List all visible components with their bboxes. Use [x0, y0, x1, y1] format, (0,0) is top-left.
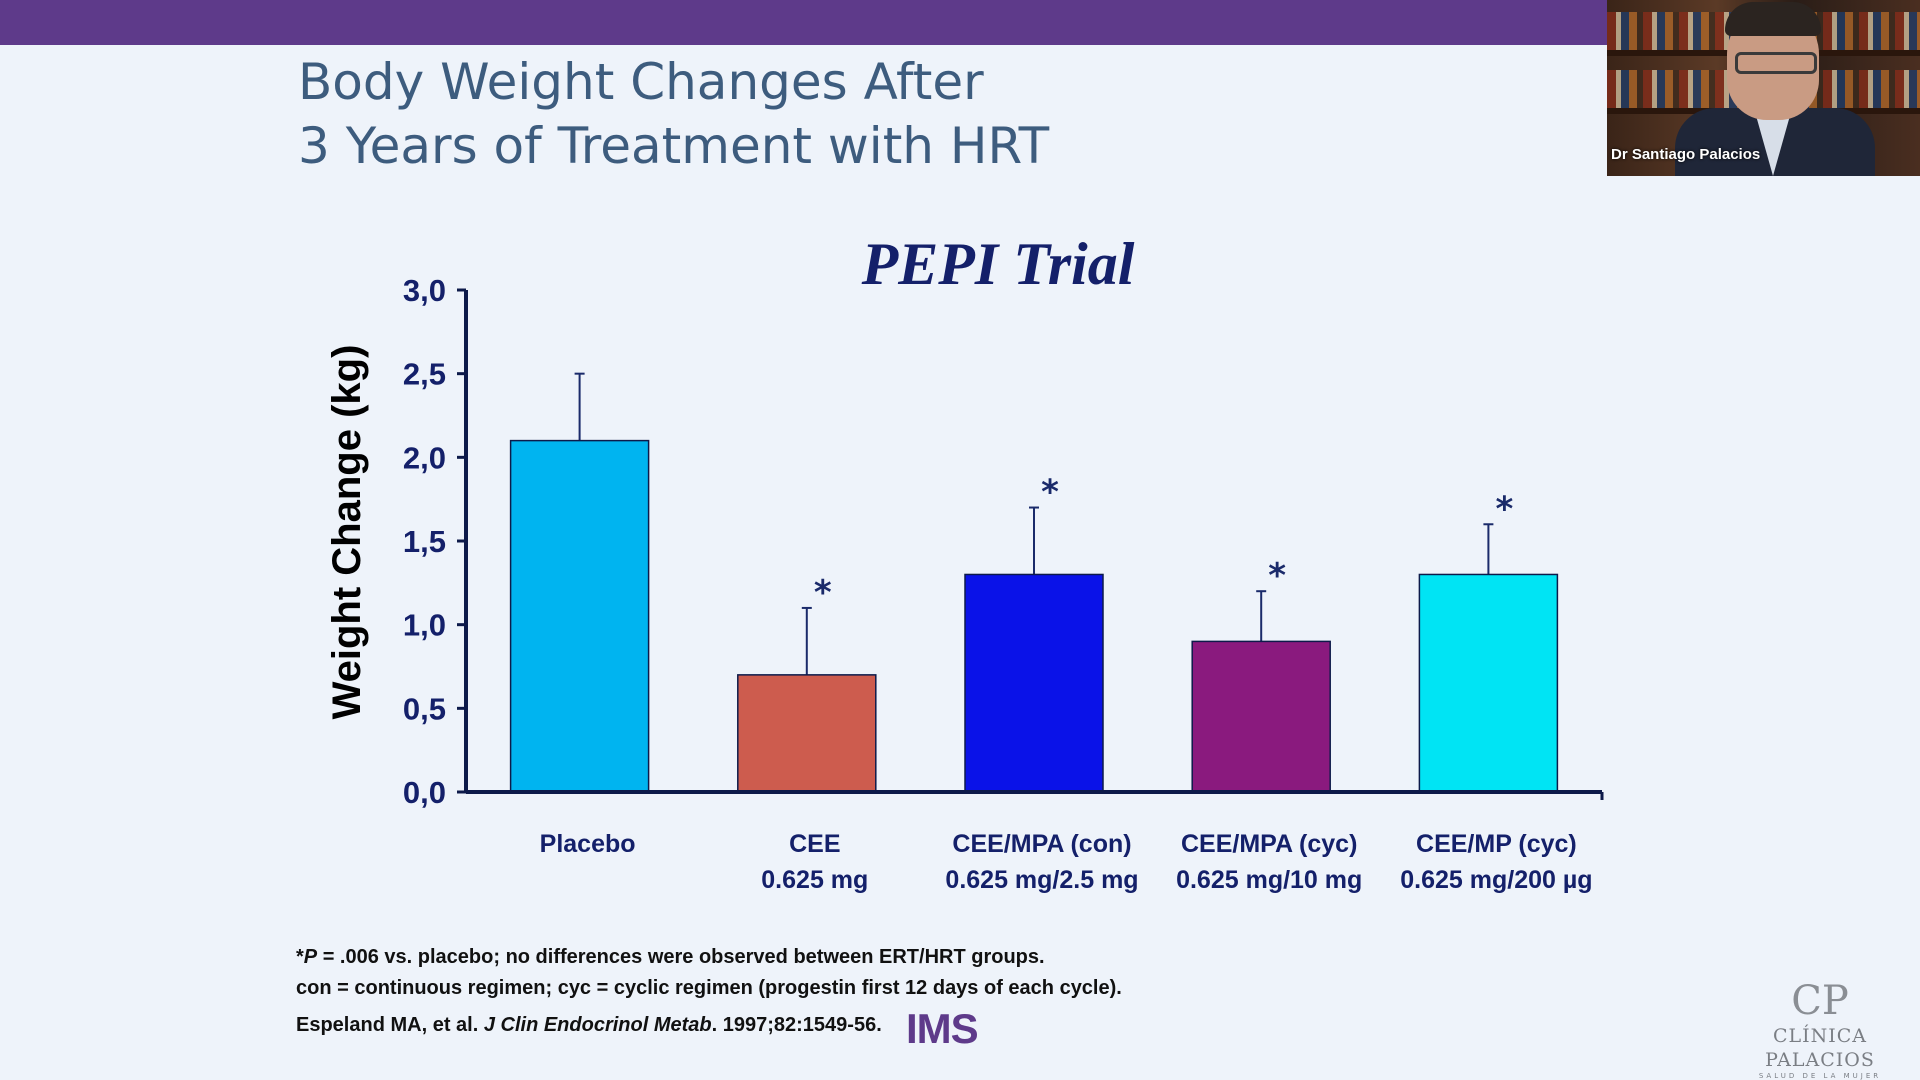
y-axis-label: Weight Change (kg) [325, 345, 369, 720]
x-tick-label-line1-4: CEE/MP (cyc) [1416, 830, 1577, 858]
y-tick-label-4: 2,0 [403, 440, 446, 475]
y-tick-label-3: 1,5 [403, 524, 446, 559]
speaker-glasses [1735, 52, 1817, 74]
bar-4 [1418, 573, 1559, 793]
bar-1 [737, 674, 877, 793]
clinic-logo-tagline: SALUD DE LA MUJER [1758, 1072, 1882, 1080]
footnote-significance: *P = .006 vs. placebo; no differences we… [296, 946, 1296, 969]
x-tick-label-line2-3: 0.625 mg/10 mg [1176, 866, 1362, 894]
clinic-logo: CP CLÍNICA PALACIOS SALUD DE LA MUJER [1720, 978, 1920, 1080]
reference-citation: Espeland MA, et al. J Clin Endocrinol Me… [296, 1014, 1296, 1037]
significance-asterisk-4: * [1496, 489, 1514, 529]
webcam-video: Dr Santiago Palacios [1607, 0, 1920, 176]
footnote-significance-text: = .006 vs. placebo; no differences were … [317, 946, 1045, 968]
y-tick-label-6: 3,0 [403, 273, 446, 308]
reference-authors: Espeland MA, et al. [296, 1014, 484, 1036]
reference-journal: J Clin Endocrinol Metab [483, 1014, 712, 1036]
speaker-name-label: Dr Santiago Palacios [1611, 146, 1761, 163]
x-tick-label-line2-4: 0.625 mg/200 µg [1400, 866, 1592, 894]
speaker-hair [1725, 2, 1821, 36]
ims-logo: IMS [906, 1005, 979, 1052]
y-tick-label-5: 2,5 [403, 357, 446, 392]
slide-title-line-2: 3 Years of Treatment with HRT [298, 117, 1050, 175]
significance-asterisk-1: * [814, 573, 832, 613]
y-tick-label-0: 0,0 [403, 775, 446, 810]
reference-details: . 1997;82:1549-56. [711, 1014, 882, 1036]
footnote-abbreviations: con = continuous regimen; cyc = cyclic r… [296, 977, 1122, 999]
bar-2 [964, 573, 1104, 793]
significance-asterisk-2: * [1041, 473, 1059, 513]
significance-asterisk-3: * [1268, 556, 1286, 596]
x-tick-label-line1-0: Placebo [540, 830, 636, 858]
slide-title-line-1: Body Weight Changes After [298, 53, 984, 111]
y-tick-label-2: 1,0 [403, 608, 446, 643]
x-tick-label-line2-1: 0.625 mg [761, 866, 868, 894]
x-tick-label-line1-3: CEE/MPA (cyc) [1181, 830, 1357, 858]
footnotes: *P = .006 vs. placebo; no differences we… [296, 946, 1296, 1045]
clinic-logo-name: CLÍNICA PALACIOS [1765, 1025, 1875, 1071]
x-tick-label-line1-2: CEE/MPA (con) [952, 830, 1131, 858]
slide-title: Body Weight Changes After 3 Years of Tre… [298, 50, 1049, 178]
bar-0 [509, 439, 650, 793]
bar-3 [1191, 640, 1331, 793]
y-tick-label-1: 0,5 [403, 691, 446, 726]
top-banner [0, 0, 1607, 45]
footnote-asterisk: * [296, 946, 304, 968]
chart-title: PEPI Trial [861, 231, 1135, 297]
x-tick-label-line2-2: 0.625 mg/2.5 mg [945, 866, 1138, 894]
x-tick-label-line1-1: CEE [789, 830, 840, 858]
clinic-logo-mark: CP [1791, 978, 1849, 1024]
footnote-p-symbol: P [303, 946, 318, 968]
